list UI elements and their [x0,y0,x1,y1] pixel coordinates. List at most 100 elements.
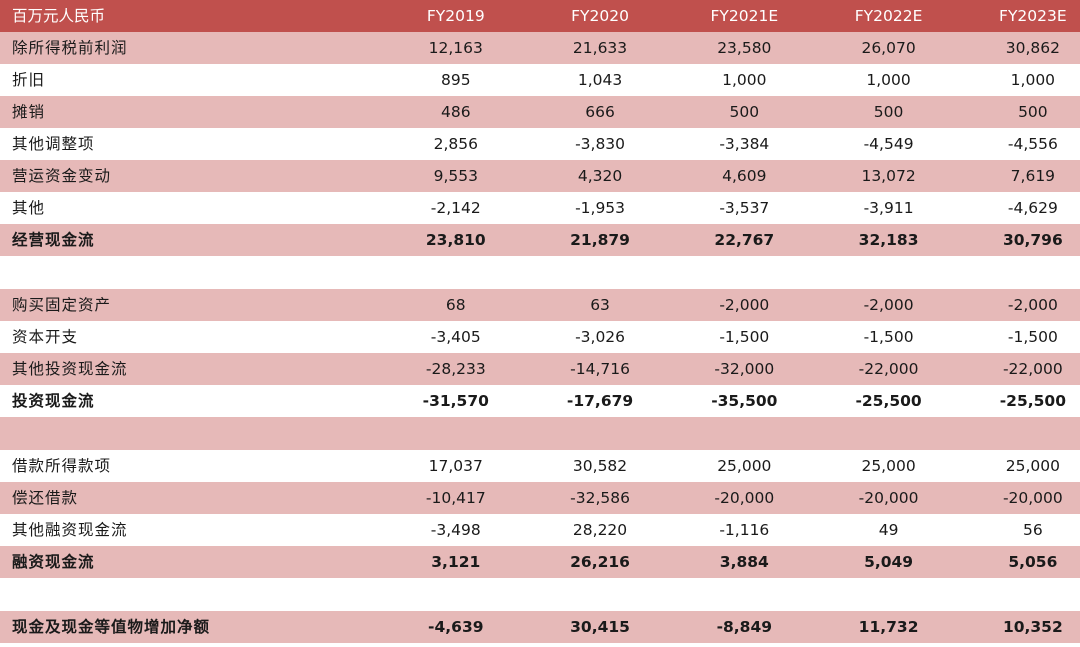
row-label: 其他融资现金流 [0,514,359,546]
row-label: 其他调整项 [0,128,359,160]
row-label: 资本开支 [0,321,359,353]
cell-value: 500 [647,96,792,128]
cell-value: -2,000 [647,289,792,321]
table-row: 其他调整项 2,856 -3,830 -3,384 -4,549 -4,556 [0,128,1080,160]
cell-value: 21,633 [502,32,648,64]
cell-value: 23,810 [358,224,503,256]
header-year-fy2023e: FY2023E [935,0,1080,32]
cell-value: 49 [791,514,936,546]
cell-value: 21,879 [502,224,648,256]
table-row: 资本开支 -3,405 -3,026 -1,500 -1,500 -1,500 [0,321,1080,353]
table-row: 摊销 486 666 500 500 500 [0,96,1080,128]
cell-value: -3,026 [502,321,648,353]
table-row: 其他 -2,142 -1,953 -3,537 -3,911 -4,629 [0,192,1080,224]
cell-value: 12,163 [358,32,503,64]
cell-value: -3,498 [358,514,503,546]
cell-value [791,578,936,611]
row-label [0,417,359,450]
table-row: 偿还借款 -10,417 -32,586 -20,000 -20,000 -20… [0,482,1080,514]
spacer-row [0,578,1080,611]
cell-value: 4,609 [647,160,792,192]
row-label: 营运资金变动 [0,160,359,192]
cell-value: -25,500 [791,385,936,417]
cell-value: -31,570 [358,385,503,417]
table-row: 借款所得款项 17,037 30,582 25,000 25,000 25,00… [0,450,1080,482]
cell-value [358,578,503,611]
header-year-fy2021e: FY2021E [647,0,792,32]
cell-value: 25,000 [935,450,1080,482]
cell-value [791,417,936,450]
total-row-net-cash-change: 现金及现金等值物增加净额 -4,639 30,415 -8,849 11,732… [0,611,1080,643]
cell-value: 30,862 [935,32,1080,64]
cell-value: 30,582 [502,450,648,482]
cell-value: -1,953 [502,192,648,224]
cell-value: 56 [935,514,1080,546]
row-label: 折旧 [0,64,359,96]
cell-value: 486 [358,96,503,128]
row-label: 除所得税前利润 [0,32,359,64]
cell-value: 10,352 [935,611,1080,643]
cell-value: 2,856 [358,128,503,160]
cell-value [358,256,503,289]
cell-value: 895 [358,64,503,96]
cell-value: -28,233 [358,353,503,385]
header-row: 百万元人民币 FY2019 FY2020 FY2021E FY2022E FY2… [0,0,1080,32]
cell-value: -4,629 [935,192,1080,224]
cell-value: 26,216 [502,546,648,578]
row-label: 经营现金流 [0,224,359,256]
cell-value: -20,000 [935,482,1080,514]
header-year-fy2022e: FY2022E [791,0,936,32]
cell-value: 63 [502,289,648,321]
row-label: 偿还借款 [0,482,359,514]
cell-value: 500 [791,96,936,128]
row-label: 购买固定资产 [0,289,359,321]
cell-value: -10,417 [358,482,503,514]
cell-value: -3,830 [502,128,648,160]
cell-value: 17,037 [358,450,503,482]
cell-value: -35,500 [647,385,792,417]
cell-value [935,578,1080,611]
table-row: 营运资金变动 9,553 4,320 4,609 13,072 7,619 [0,160,1080,192]
subtotal-row-operating-cash-flow: 经营现金流 23,810 21,879 22,767 32,183 30,796 [0,224,1080,256]
cell-value: -2,000 [935,289,1080,321]
table-row: 折旧 895 1,043 1,000 1,000 1,000 [0,64,1080,96]
subtotal-row-financing-cash-flow: 融资现金流 3,121 26,216 3,884 5,049 5,056 [0,546,1080,578]
table-row: 除所得税前利润 12,163 21,633 23,580 26,070 30,8… [0,32,1080,64]
cell-value: -14,716 [502,353,648,385]
cell-value: 666 [502,96,648,128]
cell-value: -22,000 [791,353,936,385]
cell-value: -32,586 [502,482,648,514]
row-label: 投资现金流 [0,385,359,417]
cell-value: -3,384 [647,128,792,160]
cell-value: -8,849 [647,611,792,643]
cell-value: 9,553 [358,160,503,192]
cell-value: -1,500 [935,321,1080,353]
cell-value [935,256,1080,289]
cell-value: -25,500 [935,385,1080,417]
cell-value: 22,767 [647,224,792,256]
cell-value: 500 [935,96,1080,128]
table-row: 其他融资现金流 -3,498 28,220 -1,116 49 56 [0,514,1080,546]
cell-value: 5,049 [791,546,936,578]
cell-value: -4,639 [358,611,503,643]
cell-value: -1,116 [647,514,792,546]
cell-value: 5,056 [935,546,1080,578]
cell-value: 26,070 [791,32,936,64]
cell-value: 23,580 [647,32,792,64]
cell-value: 25,000 [647,450,792,482]
header-year-fy2019: FY2019 [358,0,503,32]
subtotal-row-investing-cash-flow: 投资现金流 -31,570 -17,679 -35,500 -25,500 -2… [0,385,1080,417]
row-label: 现金及现金等值物增加净额 [0,611,359,643]
cell-value: 7,619 [935,160,1080,192]
cell-value: 1,000 [647,64,792,96]
cell-value: 3,121 [358,546,503,578]
cell-value: 4,320 [502,160,648,192]
cell-value: -1,500 [647,321,792,353]
cell-value: 11,732 [791,611,936,643]
cell-value [647,256,792,289]
row-label: 借款所得款项 [0,450,359,482]
cell-value [502,256,648,289]
row-label: 其他 [0,192,359,224]
cell-value: 30,415 [502,611,648,643]
cell-value [502,578,648,611]
